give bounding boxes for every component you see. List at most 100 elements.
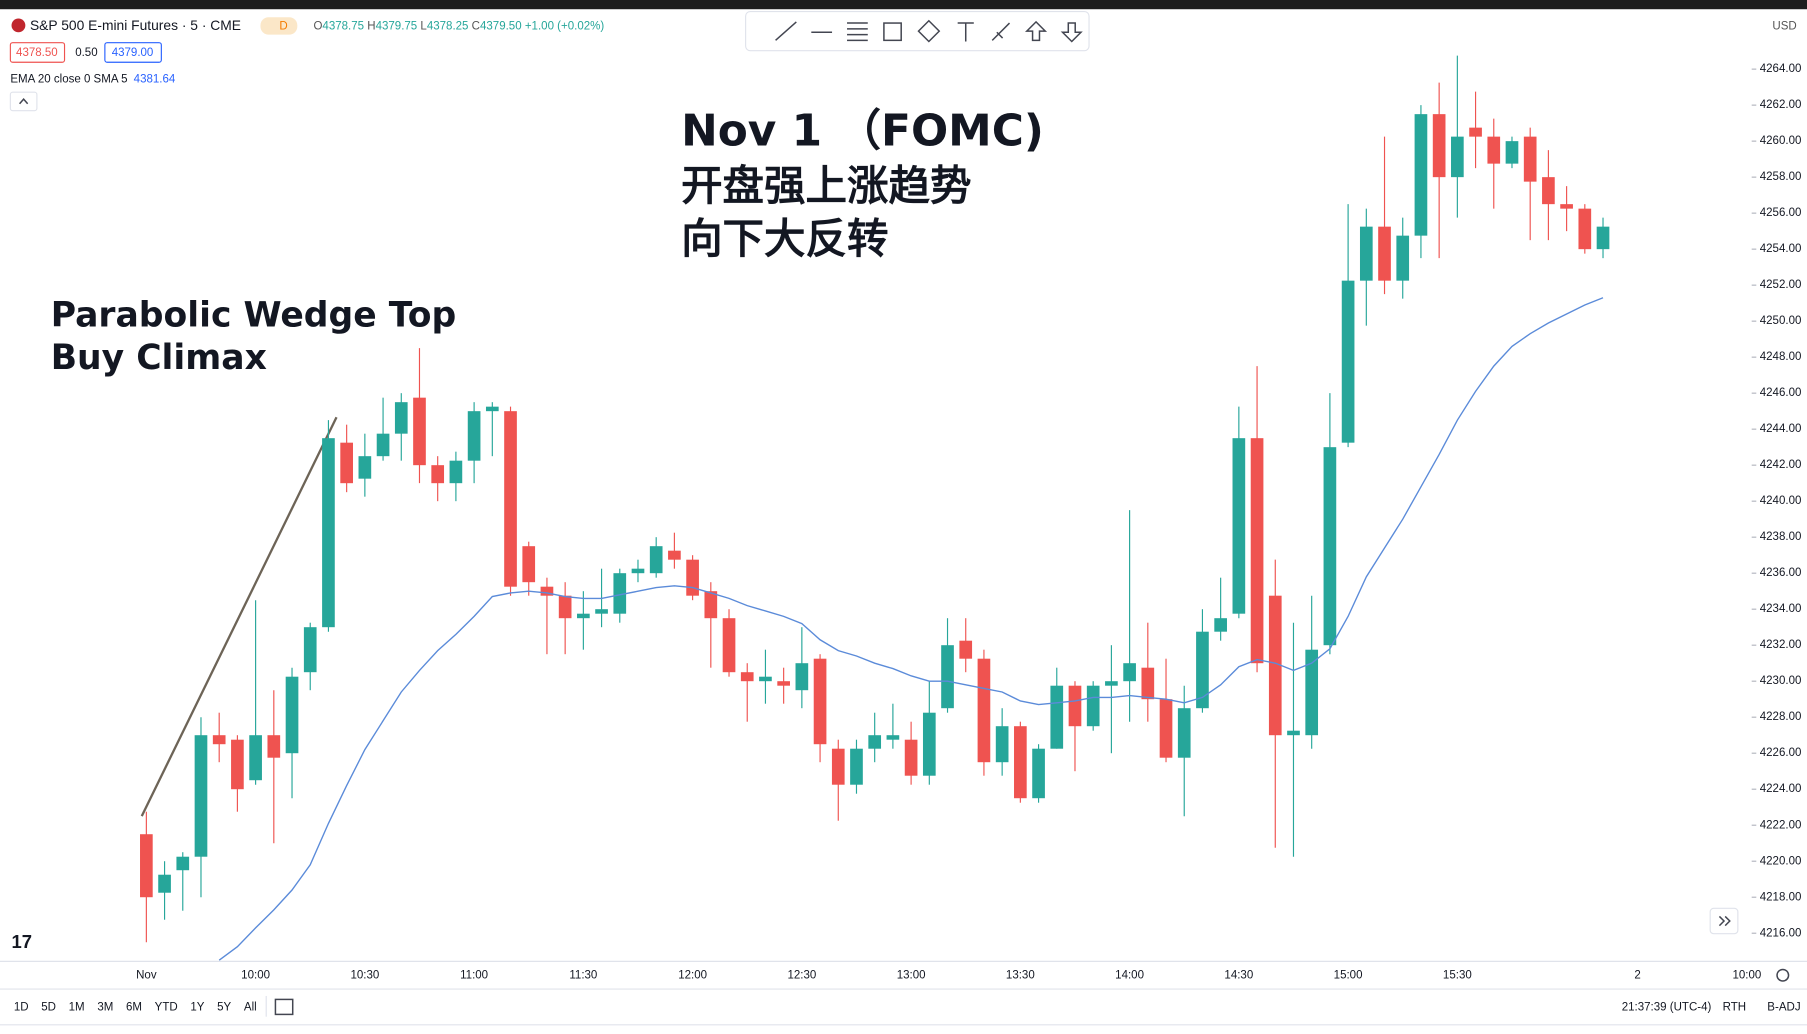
candle-body bbox=[613, 573, 627, 614]
candle-body bbox=[1250, 438, 1264, 664]
collapse-icon bbox=[19, 97, 29, 105]
currency[interactable]: USD bbox=[1772, 21, 1796, 33]
candle-body bbox=[176, 856, 190, 871]
candle-body bbox=[376, 433, 390, 457]
adjustment[interactable]: B-ADJ bbox=[1767, 1002, 1800, 1014]
trend-line-tool[interactable] bbox=[775, 21, 797, 41]
x-tick-label: 15:00 bbox=[1334, 969, 1363, 981]
candle-body bbox=[868, 735, 882, 749]
text-tool[interactable] bbox=[957, 22, 974, 42]
toolbar-icons bbox=[775, 19, 1083, 43]
candle-body bbox=[668, 550, 681, 560]
ohlc-label: H bbox=[367, 21, 375, 33]
y-tick-label: 4238.00 bbox=[1760, 531, 1802, 543]
range-button[interactable]: 3M bbox=[97, 1002, 113, 1014]
candle-body bbox=[140, 834, 153, 898]
candle-body bbox=[540, 586, 554, 596]
range-button[interactable]: 6M bbox=[126, 1002, 142, 1014]
settings-button[interactable] bbox=[1776, 968, 1790, 982]
candle-body bbox=[522, 546, 536, 583]
candle-body bbox=[1014, 726, 1027, 799]
candle-body bbox=[1432, 114, 1446, 178]
annotation: 向下大反转 bbox=[681, 214, 888, 263]
ohlc-value: 4379.75 bbox=[376, 21, 418, 33]
y-tick-label: 4256.00 bbox=[1760, 207, 1802, 219]
y-tick-label: 4220.00 bbox=[1760, 855, 1802, 867]
candle-body bbox=[267, 735, 281, 758]
x-tick-label: 10:30 bbox=[350, 969, 379, 981]
rectangle-tool[interactable] bbox=[883, 22, 902, 42]
arrow-up-tool[interactable] bbox=[1025, 20, 1048, 42]
indicator-name[interactable]: EMA 20 close 0 SMA 5 bbox=[10, 74, 127, 86]
y-tick-label: 4258.00 bbox=[1760, 171, 1802, 183]
candle-body bbox=[1032, 748, 1045, 799]
candle-body bbox=[231, 739, 244, 790]
top-bar bbox=[0, 0, 1807, 10]
range-button[interactable]: 1D bbox=[14, 1002, 29, 1014]
y-tick-label: 4264.00 bbox=[1760, 63, 1802, 75]
x-tick-label: 12:30 bbox=[787, 969, 816, 981]
candle-body bbox=[631, 568, 645, 574]
wedge-trendline bbox=[140, 416, 338, 817]
date-range-button[interactable] bbox=[274, 998, 294, 1016]
y-tick-label: 4236.00 bbox=[1760, 567, 1802, 579]
ohlc-value: 4379.50 bbox=[480, 21, 522, 33]
candle-body bbox=[722, 618, 736, 673]
annotation: Buy Climax bbox=[51, 338, 267, 378]
candle-body bbox=[467, 411, 481, 461]
candle-body bbox=[285, 676, 299, 754]
candle-body bbox=[1523, 136, 1537, 182]
y-tick-label: 4250.00 bbox=[1760, 315, 1802, 327]
range-button[interactable]: 5D bbox=[41, 1002, 56, 1014]
x-tick-label: 15:30 bbox=[1443, 969, 1472, 981]
symbol-title[interactable]: S&P 500 E-mini Futures · 5 · CME bbox=[30, 17, 241, 33]
range-button[interactable]: 1M bbox=[69, 1002, 85, 1014]
symbol-logo bbox=[11, 18, 26, 33]
candle-body bbox=[795, 663, 809, 691]
candle-body bbox=[595, 609, 608, 614]
candle-body bbox=[322, 438, 335, 628]
ohlc-label: O bbox=[313, 21, 322, 33]
candle-body bbox=[158, 874, 171, 893]
x-tick-label: 11:30 bbox=[569, 969, 597, 981]
candle-body bbox=[431, 465, 445, 484]
plot: 4216.00 4218.00 4220.00 4222.00 4224.00 4226.… bbox=[136, 55, 1802, 981]
collapse-button[interactable] bbox=[9, 91, 38, 112]
range-button[interactable]: All bbox=[244, 1002, 257, 1014]
candle-body bbox=[1196, 631, 1209, 709]
ruler-tool[interactable] bbox=[991, 22, 1011, 41]
y-tick-label: 4232.00 bbox=[1760, 639, 1802, 651]
y-tick-label: 4224.00 bbox=[1760, 783, 1802, 795]
bid-box[interactable] bbox=[9, 42, 66, 63]
candle-body bbox=[1578, 208, 1592, 250]
candle-body bbox=[777, 681, 790, 686]
candle-body bbox=[1359, 226, 1373, 281]
candle-body bbox=[1305, 649, 1319, 736]
candle-body bbox=[886, 735, 900, 740]
ohlc-value: 4378.25 bbox=[427, 21, 469, 33]
candle-body bbox=[1378, 226, 1391, 281]
spread: 0.50 bbox=[75, 47, 97, 59]
candle-body bbox=[1123, 663, 1136, 682]
y-tick-label: 4234.00 bbox=[1760, 603, 1802, 615]
candle-body bbox=[1451, 136, 1464, 178]
candle-body bbox=[485, 406, 499, 412]
y-tick-label: 4246.00 bbox=[1760, 387, 1802, 399]
range-button[interactable]: 1Y bbox=[190, 1002, 204, 1014]
arrow-down-tool[interactable] bbox=[1060, 22, 1083, 43]
range-buttons: 1D 5D 1M 3M 6M YTD 1Y 5Y All bbox=[14, 1002, 257, 1014]
range-button[interactable]: 5Y bbox=[217, 1002, 231, 1014]
ohlc-label: L bbox=[420, 21, 427, 33]
clock: 21:37:39 (UTC-4) bbox=[1622, 1002, 1712, 1014]
range-button[interactable]: YTD bbox=[155, 1002, 178, 1014]
session[interactable]: RTH bbox=[1723, 1002, 1746, 1014]
badge: D bbox=[279, 21, 287, 33]
candle-body bbox=[1542, 177, 1555, 205]
path-tool[interactable] bbox=[917, 19, 941, 43]
fib-tool[interactable] bbox=[847, 22, 868, 42]
candle-body bbox=[1414, 114, 1428, 236]
candle-body bbox=[1086, 685, 1100, 727]
x-tick-label: 2 bbox=[1634, 969, 1640, 981]
ask-box[interactable] bbox=[104, 42, 162, 63]
